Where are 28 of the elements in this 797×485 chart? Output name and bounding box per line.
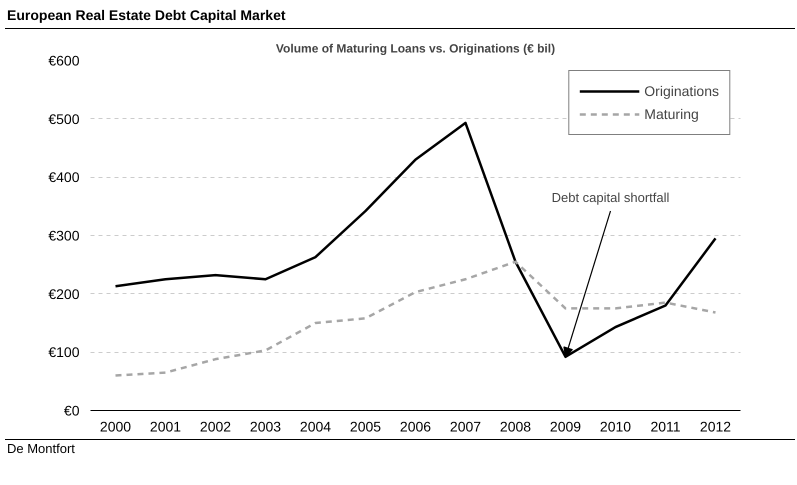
y-tick-label: €300	[48, 228, 80, 244]
annotation: Debt capital shortfall	[552, 190, 670, 206]
x-tick-label: 2001	[150, 418, 182, 434]
chart-subtitle: Volume of Maturing Loans vs. Originations (€ bil)	[276, 42, 556, 56]
x-tick-label: 2012	[700, 418, 732, 434]
y-tick-label: €600	[48, 52, 80, 68]
line-series	[114, 260, 717, 377]
x-tick-label: 2006	[400, 418, 432, 434]
legend-label: Maturing	[644, 106, 699, 122]
x-tick-label: 2005	[350, 418, 382, 434]
line-series	[114, 122, 717, 358]
x-tick-label: 2002	[200, 418, 232, 434]
y-tick-label: €100	[48, 344, 80, 360]
x-tick-label: 2011	[650, 418, 681, 434]
x-tick-label: 2008	[500, 418, 532, 434]
legend-label: Originations	[644, 83, 719, 99]
y-tick-label: €0	[64, 402, 80, 418]
y-tick-label: €200	[48, 286, 80, 302]
x-tick-label: 2010	[600, 418, 632, 434]
text: De Montfort	[7, 440, 75, 458]
x-tick-label: 2007	[450, 418, 482, 434]
x-tick-label: 2000	[100, 418, 132, 434]
x-tick-label: 2009	[550, 418, 582, 434]
y-tick-label: €400	[48, 169, 80, 186]
chart-title: European Real Estate Debt Capital Market	[7, 6, 286, 25]
x-tick-label: 2004	[300, 418, 332, 434]
x-tick-label: 2003	[250, 418, 282, 434]
y-tick-label: €500	[48, 110, 80, 127]
